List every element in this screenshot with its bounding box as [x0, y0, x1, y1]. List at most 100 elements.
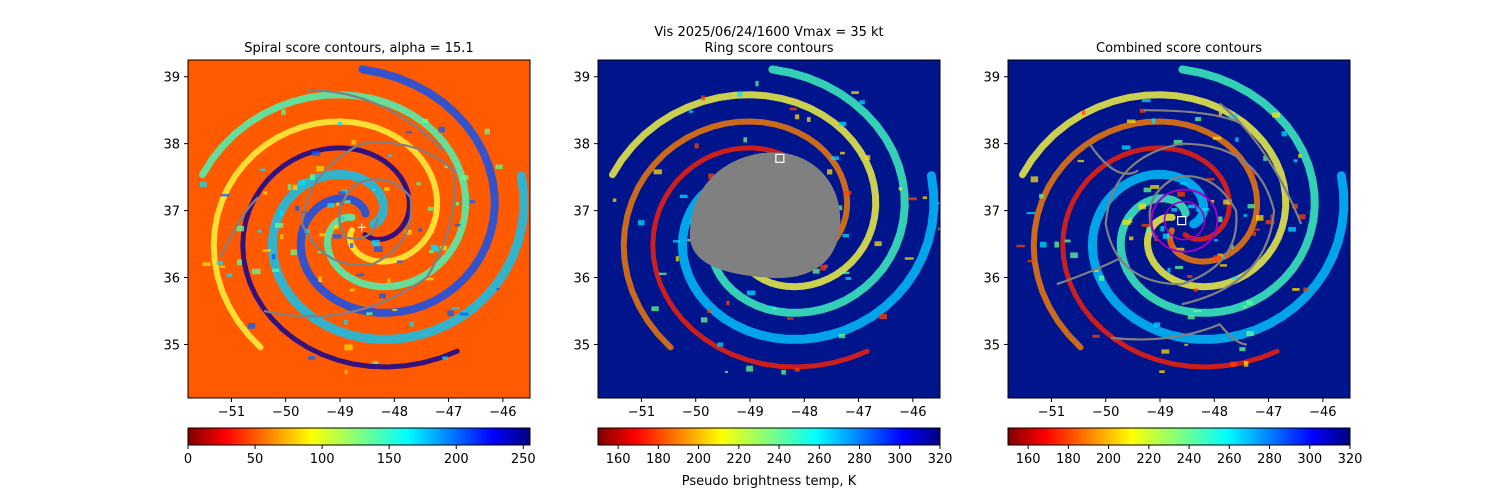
- cloud-speckle: [908, 197, 917, 201]
- cloud-speckle: [1026, 212, 1036, 215]
- cloud-band: [267, 169, 529, 344]
- cloud-speckle: [1298, 214, 1306, 220]
- ring-score-panel: Ring score contours −51 −50 −49 −48 −47 −46 35 3…: [573, 41, 952, 489]
- cloud-speckle: [874, 241, 882, 247]
- cloud-speckle: [280, 234, 284, 240]
- cloud-speckle: [427, 231, 435, 234]
- cloud-speckle: [755, 80, 759, 87]
- x-tick-label: −47: [435, 405, 462, 420]
- cloud-speckle: [1218, 111, 1223, 117]
- cloud-speckle: [301, 179, 306, 182]
- cloud-speckle: [304, 228, 310, 233]
- colorbar: [1007, 427, 1351, 446]
- cloud-speckle: [687, 238, 693, 242]
- cloud-speckle: [922, 196, 928, 200]
- panel-title: Spiral score contours, alpha = 15.1: [244, 41, 473, 56]
- cloud-speckle: [638, 220, 645, 226]
- score-contour: [219, 196, 260, 258]
- y-tick-label: 38: [163, 138, 180, 153]
- cloud-speckle: [333, 224, 339, 229]
- cloud-speckle: [1093, 269, 1099, 272]
- cloud-speckle: [1187, 204, 1196, 209]
- colorbar-tick-label: 300: [887, 452, 912, 467]
- cloud-speckle: [349, 288, 355, 292]
- y-tick-label: 35: [163, 338, 180, 353]
- cloud-speckle: [904, 257, 914, 260]
- x-tick-label: −48: [791, 405, 818, 420]
- cloud-speckle: [1292, 288, 1300, 291]
- masked-region: [689, 152, 841, 279]
- cloud-speckle: [392, 308, 398, 311]
- cloud-speckle: [405, 131, 413, 134]
- y-tick-label: 38: [573, 138, 590, 153]
- score-contour: [1143, 109, 1242, 125]
- cloud-speckle: [838, 333, 846, 339]
- cloud-speckle: [424, 277, 434, 281]
- cloud-band: [1019, 91, 1290, 291]
- cloud-speckle: [416, 182, 421, 186]
- score-contour: [1219, 102, 1303, 225]
- x-tick-label: −48: [1201, 405, 1228, 420]
- cloud-speckle: [311, 151, 321, 157]
- cloud-speckle: [1217, 253, 1223, 256]
- cloud-speckle: [701, 95, 706, 101]
- cloud-speckle: [1281, 131, 1287, 137]
- cloud-speckle: [1054, 241, 1060, 248]
- cloud-speckle: [279, 210, 284, 217]
- cloud-speckle: [1141, 223, 1151, 227]
- cloud-speckle: [460, 175, 469, 181]
- cloud-speckle: [1298, 154, 1302, 158]
- y-tick-label: 35: [573, 338, 590, 353]
- cloud-speckle: [371, 239, 380, 246]
- cloud-speckle: [839, 121, 847, 127]
- cloud-speckle: [841, 271, 850, 275]
- cloud-speckle: [219, 265, 226, 269]
- cloud-speckle: [1239, 347, 1246, 352]
- cloud-speckle: [444, 165, 449, 169]
- cloud-speckle: [1195, 117, 1202, 122]
- x-tick-label: −47: [845, 405, 872, 420]
- cloud-speckle: [1081, 110, 1086, 115]
- cloud-speckle: [831, 156, 839, 161]
- cloud-speckle: [1265, 220, 1275, 225]
- cloud-speckle: [451, 307, 460, 310]
- cloud-speckle: [1210, 199, 1215, 203]
- panel-title: Combined score contours: [1096, 41, 1262, 56]
- cloud-speckle: [937, 202, 940, 205]
- x-tick-label: −50: [1092, 405, 1119, 420]
- cloud-speckle: [1122, 219, 1131, 225]
- colorbar-tick-label: 280: [1257, 452, 1282, 467]
- cloud-speckle: [1162, 233, 1170, 239]
- x-tick-label: −47: [1255, 405, 1282, 420]
- cloud-speckle: [653, 169, 663, 175]
- cloud-speckle: [746, 290, 756, 296]
- cloud-speckle: [707, 309, 711, 313]
- cloud-speckle: [789, 107, 797, 111]
- cloud-band: [1116, 65, 1319, 317]
- cloud-speckle: [438, 126, 446, 133]
- cloud-speckle: [281, 109, 286, 115]
- cloud-speckle: [454, 224, 461, 227]
- cloud-speckle: [1213, 255, 1222, 262]
- cloud-speckle: [271, 254, 276, 260]
- cloud-speckle: [1138, 203, 1146, 210]
- colorbar-tick-label: 180: [1056, 452, 1081, 467]
- cloud-speckle: [262, 249, 272, 252]
- cloud-speckle: [820, 265, 826, 271]
- cloud-speckle: [350, 243, 354, 248]
- cloud-speckle: [1256, 215, 1264, 221]
- cloud-speckle: [769, 306, 774, 310]
- cloud-speckle: [851, 91, 859, 95]
- cloud-speckle: [290, 249, 297, 256]
- cloud-speckle: [717, 342, 724, 347]
- figure-suptitle: Vis 2025/06/24/1600 Vmax = 35 kt: [654, 25, 883, 40]
- cloud-speckle: [724, 370, 728, 373]
- score-contour: [1088, 143, 1139, 175]
- cloud-speckle: [1187, 315, 1195, 320]
- cloud-speckle: [1092, 334, 1100, 338]
- colorbar-tick-label: 0: [184, 452, 192, 467]
- colorbar-tick-label: 200: [1096, 452, 1121, 467]
- cloud-speckle: [1243, 214, 1248, 217]
- cloud-speckle: [1152, 118, 1156, 124]
- cloud-speckle: [658, 272, 667, 276]
